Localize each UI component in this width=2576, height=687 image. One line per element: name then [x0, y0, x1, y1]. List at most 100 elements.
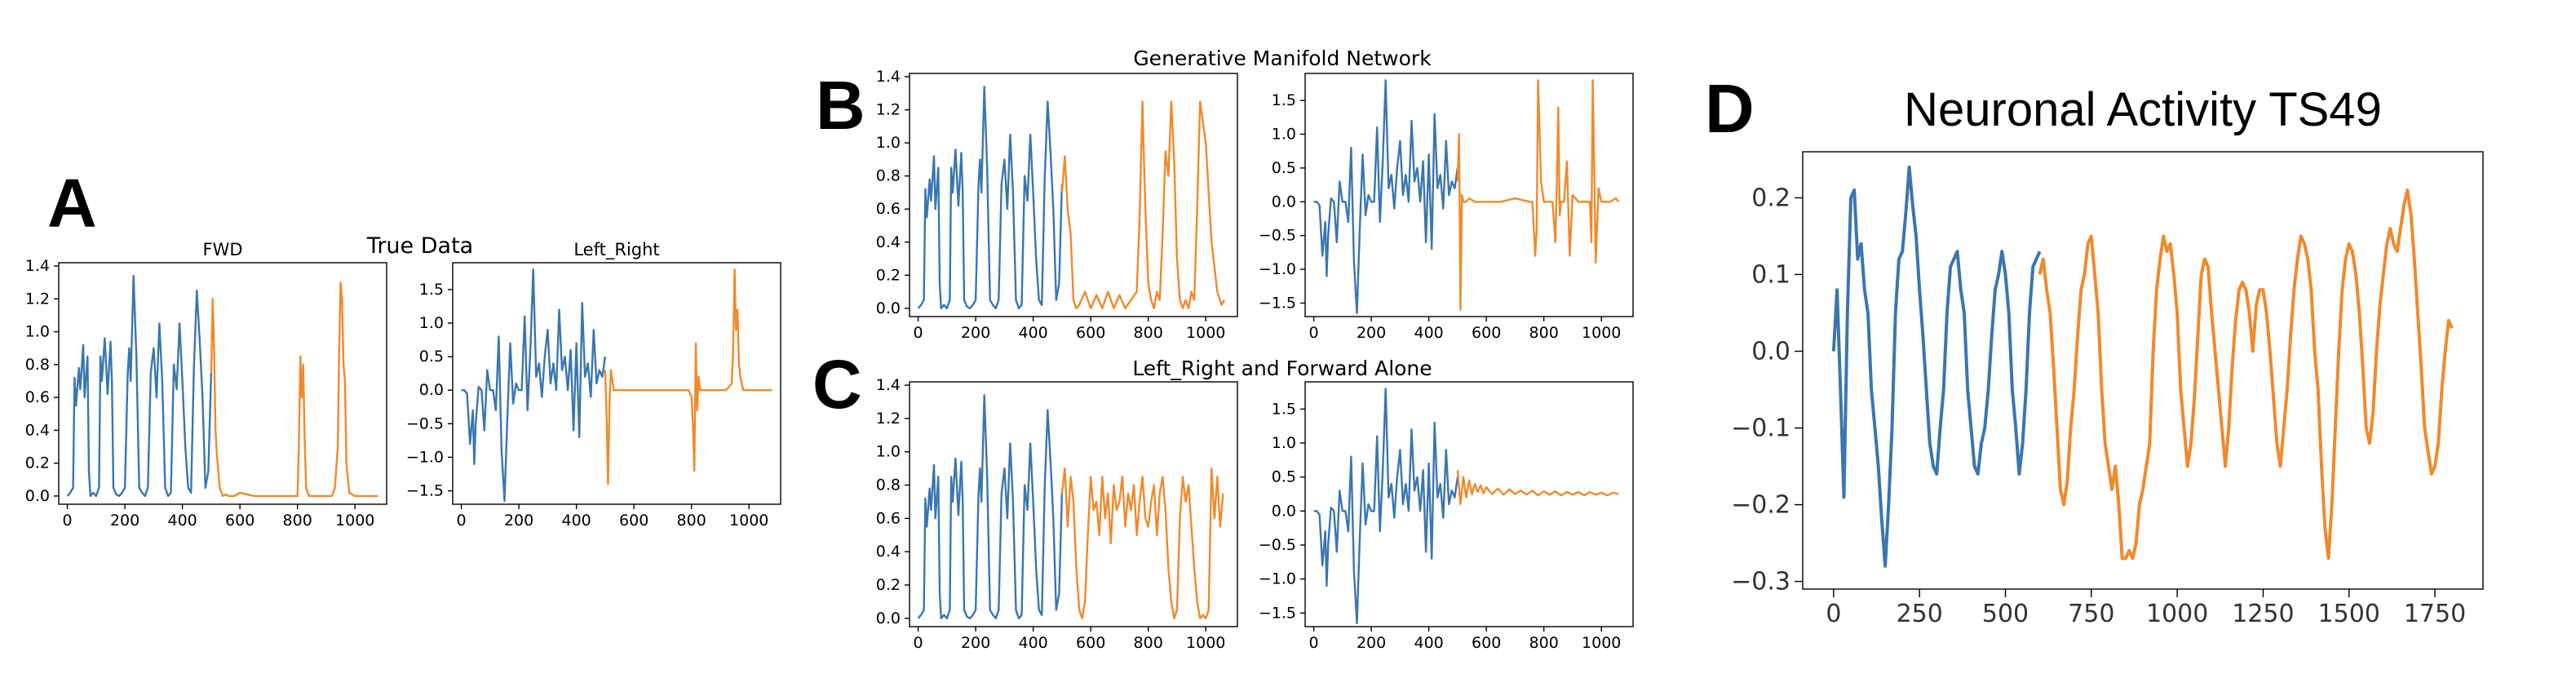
plot-frame	[452, 262, 781, 505]
y-tick-label: 0.6	[876, 509, 901, 527]
y-tick-label: 1.2	[25, 290, 50, 308]
y-tick-label: 1.0	[1272, 434, 1296, 452]
chart-C-lr: 0 200 400 600 800 1000 −1.5 −1.0 −0.5 0.0 0.5 1.0 1.…	[1259, 381, 1634, 652]
y-tick-label: 0.0	[25, 487, 50, 505]
y-tick-label: −0.5	[1259, 536, 1296, 554]
left-right-forward-title: Left_Right and Forward Alone	[1132, 357, 1432, 380]
y-tick-label: −1.5	[1259, 604, 1296, 622]
x-tick-label: 1000	[729, 512, 768, 530]
x-tick-label: 1500	[2318, 600, 2380, 628]
x-tick-label: 600	[1472, 634, 1501, 652]
chart-A-fwd: FWD 0 200 400 600 800 1000 0.0 0.2 0.4 0.6 0.8 1.0 1.…	[25, 240, 387, 530]
x-tick-label: 0	[457, 512, 467, 530]
x-tick-label: 1250	[2232, 600, 2294, 628]
plot-frame	[909, 73, 1238, 317]
y-tick-label: 0.5	[1272, 159, 1296, 177]
plot-frame	[909, 381, 1238, 627]
y-tick-label: 0.1	[1751, 260, 1790, 289]
x-tick-label: 400	[1018, 634, 1047, 652]
x-tick-label: 600	[619, 512, 648, 530]
y-tick-label: 0.2	[1751, 184, 1790, 212]
y-tick-label: 1.0	[1272, 126, 1296, 144]
y-tick-label: 1.4	[876, 376, 901, 394]
series-line-predicted	[1456, 470, 1619, 506]
x-tick-label: 0	[914, 324, 923, 342]
y-tick-label: −0.2	[1731, 491, 1790, 520]
x-tick-label: 600	[1076, 324, 1105, 342]
y-tick-label: 0.8	[876, 476, 901, 494]
gmn-title: Generative Manifold Network	[1133, 47, 1432, 70]
x-tick-label: 800	[677, 512, 706, 530]
y-tick-label: −0.1	[1731, 414, 1790, 443]
y-tick-label: −1.5	[1259, 294, 1296, 312]
panel-letter-c: C	[812, 346, 862, 423]
x-tick-label: 1750	[2404, 600, 2466, 628]
y-tick-label: 1.4	[25, 257, 50, 275]
y-tick-label: 1.0	[876, 134, 901, 152]
x-tick-label: 600	[1076, 634, 1105, 652]
y-tick-label: 1.4	[876, 68, 901, 86]
series-line-held-out	[210, 281, 378, 498]
x-tick-label: 200	[1357, 634, 1386, 652]
series-line-observed	[917, 394, 1064, 619]
x-tick-label: 0	[914, 634, 923, 652]
y-tick-label: 1.0	[419, 314, 444, 332]
series-line-observed	[1313, 388, 1459, 624]
plot-frame	[58, 262, 387, 505]
y-tick-label: 1.2	[876, 101, 901, 119]
series-line-observed	[461, 268, 607, 503]
y-tick-label: 0.0	[419, 381, 444, 399]
chart-B-lr: 0 200 400 600 800 1000 −1.5 −1.0 −0.5 0.0 0.5 1.0 1.…	[1259, 73, 1634, 342]
plot-title: Left_Right	[573, 240, 659, 260]
x-tick-label: 750	[2068, 600, 2114, 628]
x-tick-label: 800	[1134, 324, 1163, 342]
series-line-observed	[917, 86, 1064, 310]
y-tick-label: 0.2	[876, 576, 901, 594]
x-tick-label: 1000	[335, 512, 374, 530]
series-line-held-out	[604, 268, 772, 485]
series-line-observed	[1831, 165, 2042, 568]
x-tick-label: 200	[504, 512, 533, 530]
x-tick-label: 200	[110, 512, 139, 530]
x-tick-label: 800	[1134, 634, 1163, 652]
y-tick-label: −0.5	[1259, 227, 1296, 245]
panel-letter-a: A	[47, 165, 97, 242]
x-tick-label: 0	[63, 512, 73, 530]
y-tick-label: 1.5	[419, 281, 444, 299]
true-data-title: True Data	[366, 233, 473, 259]
y-tick-label: 0.0	[876, 299, 901, 317]
y-tick-label: 0.8	[25, 356, 50, 374]
x-tick-label: 0	[1826, 600, 1841, 628]
chart-C-fwd: 0 200 400 600 800 1000 0.0 0.2 0.4 0.6 0.8 1.0 1.2 1.…	[876, 376, 1238, 652]
y-tick-label: 0.5	[419, 348, 444, 366]
chart-D-ts49: Neuronal Activity TS49 0 250 500 750 1000 1250…	[1731, 83, 2484, 628]
x-tick-label: 400	[1414, 324, 1443, 342]
chart-B-fwd: 0 200 400 600 800 1000 0.0 0.2 0.4 0.6 0.8 1.0 1.2 1.…	[876, 68, 1238, 342]
y-tick-label: 0.4	[876, 543, 901, 561]
y-tick-label: −1.0	[1259, 260, 1296, 278]
x-tick-label: 0	[1309, 634, 1319, 652]
x-tick-label: 600	[225, 512, 255, 530]
x-tick-label: 800	[1529, 324, 1559, 342]
y-tick-label: 0.2	[25, 454, 50, 472]
y-tick-label: 0.0	[1751, 337, 1790, 366]
x-tick-label: 400	[1414, 634, 1443, 652]
y-tick-label: 1.2	[876, 410, 901, 428]
x-tick-label: 800	[283, 512, 312, 530]
series-line-observed	[66, 274, 213, 498]
x-tick-label: 1000	[2146, 600, 2208, 628]
plot-frame	[1304, 381, 1634, 627]
x-tick-label: 1000	[1582, 324, 1621, 342]
series-line-held-out	[2038, 188, 2454, 561]
y-tick-label: 0.5	[1272, 468, 1296, 486]
y-tick-label: 0.0	[876, 609, 901, 627]
series-line-predicted	[1060, 467, 1224, 619]
series-line-observed	[1313, 79, 1459, 315]
plot-frame	[1802, 151, 2484, 590]
panel-letter-b: B	[816, 67, 865, 144]
y-tick-label: 0.4	[876, 233, 901, 251]
x-tick-label: 1000	[1186, 634, 1225, 652]
y-tick-label: 1.0	[876, 443, 901, 461]
x-tick-label: 500	[1982, 600, 2029, 628]
